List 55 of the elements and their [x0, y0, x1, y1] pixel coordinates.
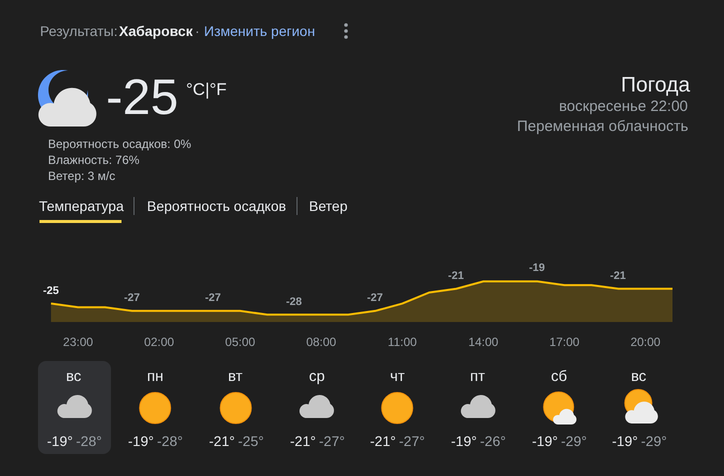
text: °C|°F: [186, 80, 227, 99]
text: Результаты:: [40, 23, 118, 39]
data-label: -28: [286, 296, 302, 308]
data-label: -27: [367, 292, 383, 304]
text: -25°: [238, 433, 264, 449]
text: Изменить регион: [204, 23, 316, 39]
data-label: -27: [124, 292, 140, 304]
chart-title: Погода: [620, 73, 690, 96]
text: -21°: [370, 433, 396, 449]
text: Влажность: 76%: [48, 153, 140, 167]
text: Переменная облачность: [517, 118, 688, 135]
text: -26°: [480, 433, 506, 449]
text: -25: [106, 69, 178, 125]
text: вт: [228, 368, 243, 385]
annotation: Ветер: [309, 198, 348, 214]
x-tick-label: 11:00: [388, 335, 418, 349]
x-tick-label: 20:00: [630, 335, 661, 349]
text: пт: [470, 368, 486, 385]
text: -19°: [532, 433, 558, 449]
annotation: Вероятность осадков: [147, 198, 286, 214]
text: Ветер: 3 м/с: [48, 169, 116, 183]
text: вс: [631, 368, 647, 385]
text: -28°: [76, 433, 102, 449]
data-label: -21: [448, 270, 464, 282]
text: -19°: [612, 433, 638, 449]
x-tick-label: 08:00: [306, 335, 337, 349]
text: сб: [551, 368, 568, 385]
text: Хабаровск: [119, 23, 194, 39]
text: ·: [195, 23, 200, 39]
text: -21°: [209, 433, 235, 449]
text: Вероятность осадков: 0%: [48, 137, 192, 151]
text: -29°: [641, 433, 667, 449]
text: вс: [66, 368, 82, 385]
text: -19°: [128, 433, 154, 449]
data-label: -19: [529, 262, 545, 274]
text: ср: [309, 368, 325, 385]
data-label: -27: [205, 292, 221, 304]
text: пн: [147, 368, 164, 385]
x-tick-label: 14:00: [468, 335, 499, 349]
x-tick-label: 02:00: [144, 335, 174, 349]
chart-subtitle: воскресенье 22:00: [559, 98, 688, 115]
text: -27°: [399, 433, 425, 449]
data-label: -21: [610, 270, 626, 282]
text: -19°: [47, 433, 73, 449]
x-tick-label: 23:00: [63, 335, 94, 349]
x-tick-label: 17:00: [549, 335, 580, 349]
text: -19°: [451, 433, 477, 449]
text: -21°: [290, 433, 316, 449]
text: чт: [390, 368, 405, 385]
data-label: -25: [43, 285, 59, 297]
text: -28°: [157, 433, 183, 449]
text: -29°: [561, 433, 587, 449]
annotation: Температура: [39, 198, 124, 214]
x-tick-label: 05:00: [225, 335, 256, 349]
text: -27°: [319, 433, 345, 449]
